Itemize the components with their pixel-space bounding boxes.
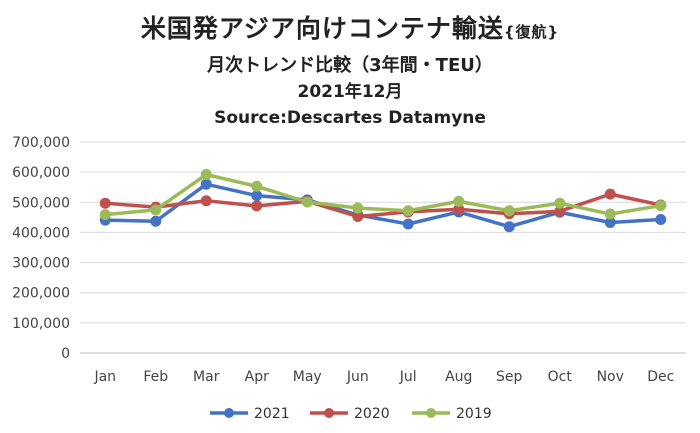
chart-source: Source:Descartes Datamyne bbox=[214, 108, 486, 128]
series-line-2020 bbox=[103, 192, 663, 219]
data-point-2020 bbox=[604, 188, 616, 200]
chart-date: 2021年12月 bbox=[297, 82, 403, 102]
chart-title-suffix: {復航} bbox=[503, 23, 560, 41]
x-tick-label: Nov bbox=[597, 369, 624, 385]
x-tick-label: Jun bbox=[346, 369, 369, 385]
data-point-2019 bbox=[301, 196, 313, 208]
x-tick-label: Mar bbox=[193, 369, 220, 385]
data-point-2019 bbox=[604, 208, 616, 220]
x-tick-label: Jan bbox=[93, 369, 116, 385]
series-line-2021 bbox=[103, 182, 663, 229]
data-point-2019 bbox=[554, 197, 566, 209]
x-tick-label: Aug bbox=[445, 369, 472, 385]
y-tick-label: 600,000 bbox=[12, 165, 70, 181]
chart-subtitle: 月次トレンド比較（3年間・TEU） bbox=[207, 55, 493, 76]
y-tick-label: 100,000 bbox=[12, 316, 70, 332]
y-tick-label: 0 bbox=[61, 346, 70, 362]
data-point-2019 bbox=[503, 205, 515, 217]
y-tick-label: 500,000 bbox=[12, 195, 70, 211]
legend-label-2019: 2019 bbox=[456, 406, 492, 422]
legend-swatch-marker-2020 bbox=[324, 408, 334, 418]
data-point-2020 bbox=[251, 200, 263, 212]
data-point-2020 bbox=[99, 197, 111, 209]
data-point-2019 bbox=[453, 195, 465, 207]
data-point-2020 bbox=[200, 195, 212, 207]
x-tick-label: Sep bbox=[496, 369, 523, 385]
chart-title-main: 米国発アジア向けコンテナ輸送 bbox=[140, 14, 504, 43]
data-point-2019 bbox=[200, 169, 212, 181]
legend-swatch-marker-2021 bbox=[224, 408, 234, 418]
y-tick-label: 700,000 bbox=[12, 135, 70, 151]
chart-title: 米国発アジア向けコンテナ輸送{復航} bbox=[0, 14, 700, 47]
data-point-2019 bbox=[402, 205, 414, 217]
data-point-2019 bbox=[150, 204, 162, 216]
x-tick-label: Jul bbox=[399, 369, 417, 385]
data-point-2021 bbox=[655, 213, 667, 225]
x-tick-label: Apr bbox=[245, 369, 269, 385]
data-point-2021 bbox=[200, 178, 212, 190]
x-tick-label: Oct bbox=[548, 369, 573, 385]
y-tick-label: 200,000 bbox=[12, 286, 70, 302]
series-line-2019 bbox=[103, 172, 663, 217]
legend-label-2020: 2020 bbox=[354, 406, 390, 422]
data-point-2019 bbox=[655, 200, 667, 212]
legend-label-2021: 2021 bbox=[254, 406, 290, 422]
y-tick-label: 400,000 bbox=[12, 225, 70, 241]
x-tick-label: Dec bbox=[647, 369, 674, 385]
x-tick-label: Feb bbox=[143, 369, 168, 385]
data-point-2021 bbox=[402, 218, 414, 230]
legend-swatch-marker-2019 bbox=[426, 408, 436, 418]
y-tick-label: 300,000 bbox=[12, 256, 70, 272]
data-point-2021 bbox=[503, 221, 515, 233]
data-point-2021 bbox=[251, 190, 263, 202]
data-point-2019 bbox=[251, 180, 263, 192]
x-tick-label: May bbox=[293, 369, 322, 385]
data-point-2019 bbox=[352, 202, 364, 214]
data-point-2021 bbox=[150, 215, 162, 227]
data-point-2019 bbox=[99, 209, 111, 221]
